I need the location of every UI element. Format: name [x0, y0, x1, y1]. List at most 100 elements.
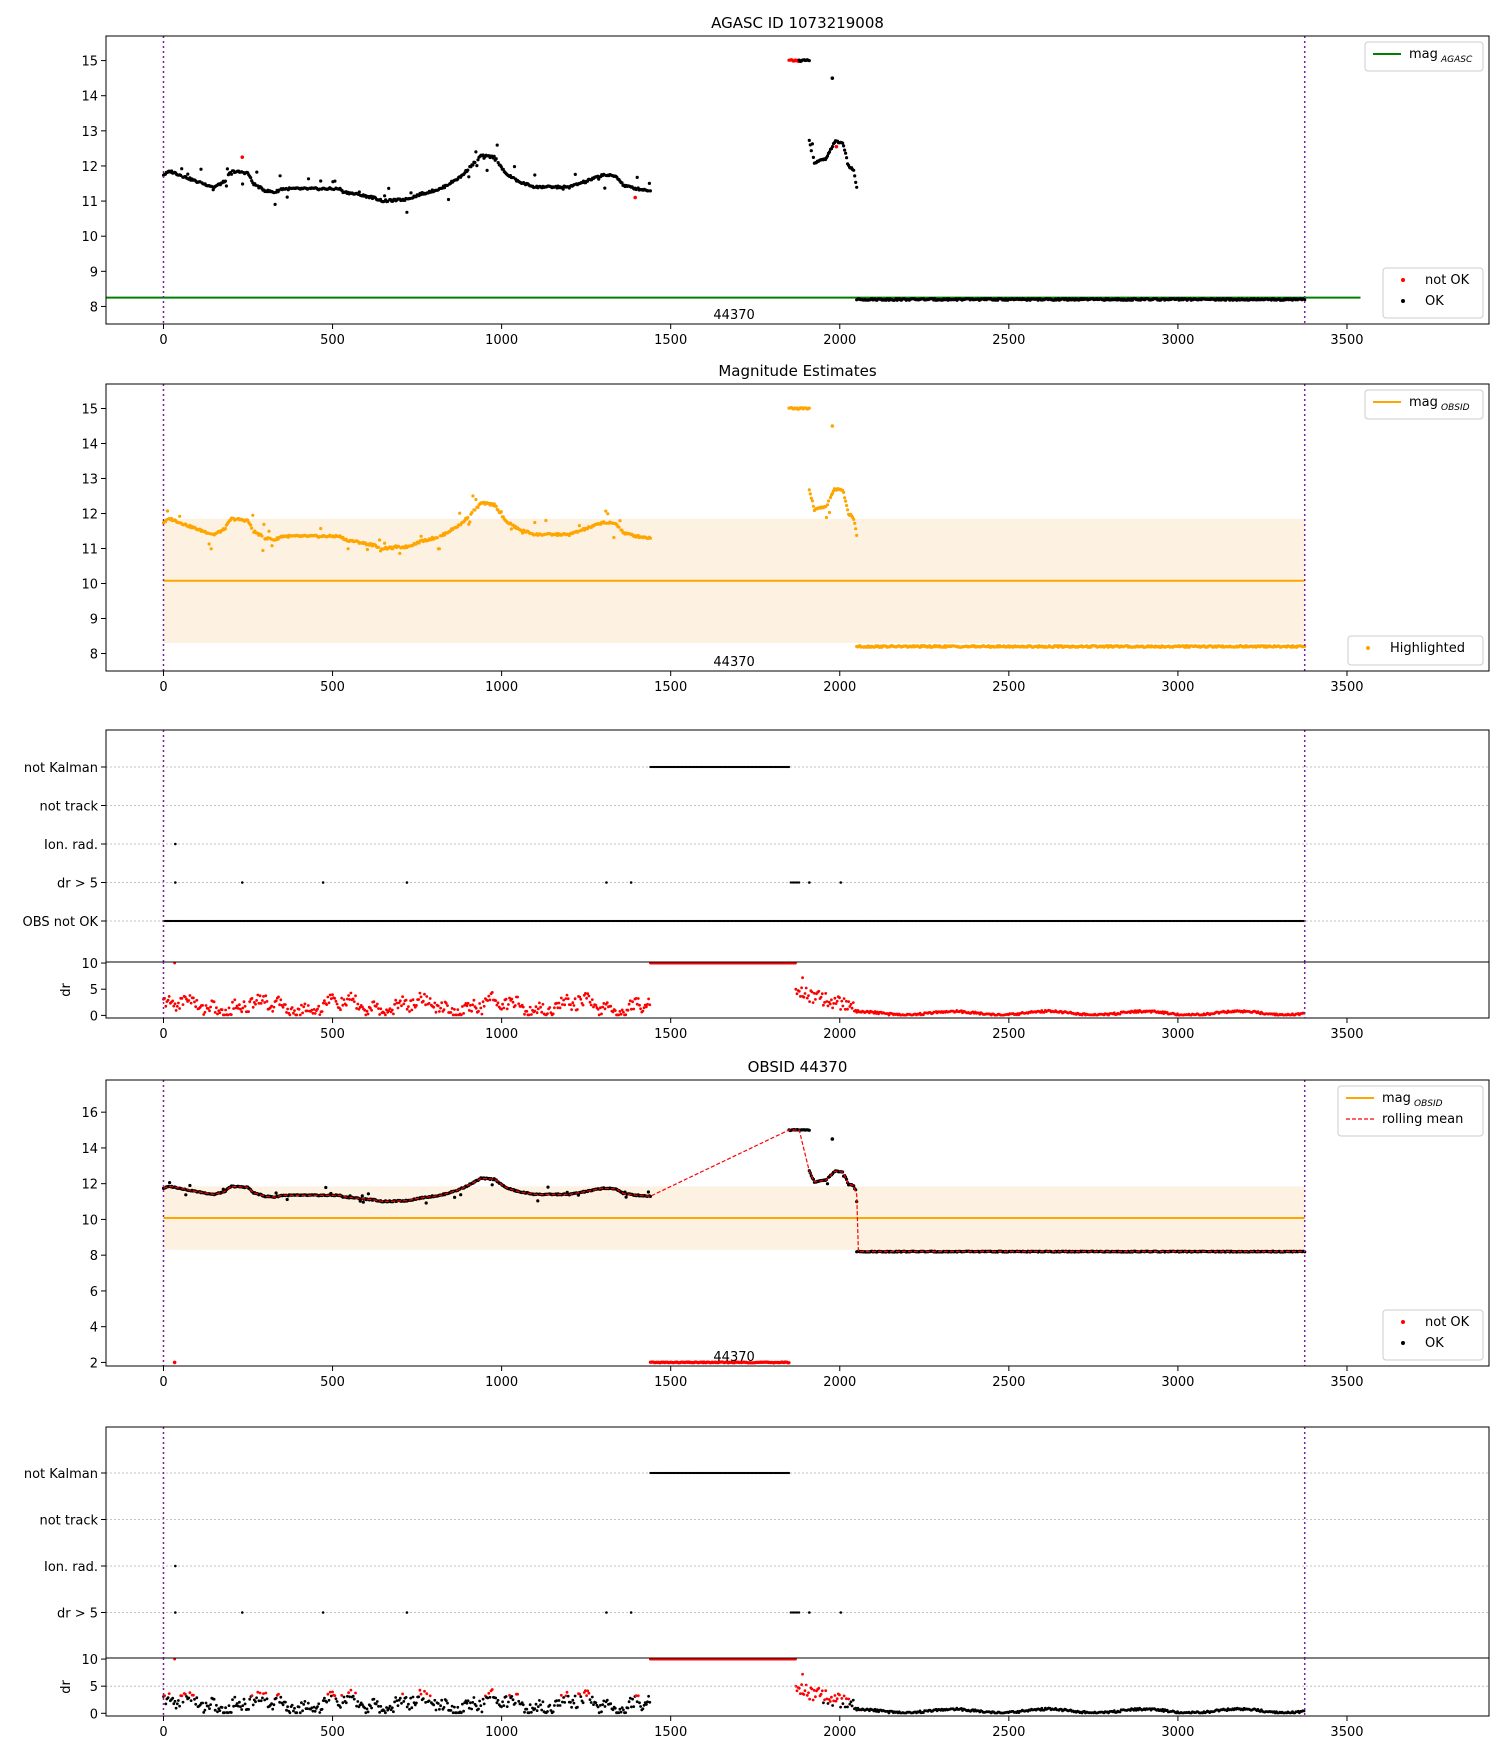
legend-label-sub: AGASC: [1440, 55, 1473, 65]
dr-point: [605, 1001, 609, 1004]
dr-point: [820, 992, 824, 996]
y-tick-label: 0: [90, 1009, 98, 1024]
data-point: [357, 190, 361, 194]
dr-point: [795, 992, 799, 996]
dr-point: [635, 1002, 639, 1006]
dr-point: [627, 1002, 631, 1006]
y-tick-label: 13: [81, 125, 98, 140]
dr-point: [801, 976, 804, 980]
flag-point: [839, 881, 843, 884]
dr-point: [538, 1001, 541, 1005]
dr-point: [384, 1013, 387, 1017]
dr-point: [620, 1008, 624, 1012]
dr-point: [534, 1005, 538, 1009]
data-point: [624, 1195, 628, 1199]
dr-point: [226, 1013, 230, 1017]
dr-point: [579, 997, 583, 1001]
dr-point: [202, 1013, 206, 1016]
dr-point: [325, 1003, 329, 1006]
dr-point: [236, 1007, 240, 1010]
dr-point: [427, 1002, 431, 1005]
flag-points: [162, 765, 1306, 923]
dr-point: [241, 1006, 245, 1010]
dr-point: [613, 1009, 617, 1012]
data-point: [267, 529, 271, 533]
dr-point: [548, 1006, 552, 1009]
dr-point: [603, 1007, 607, 1011]
flag-point: [605, 881, 608, 884]
data-point: [471, 163, 475, 167]
dr-point: [535, 1011, 539, 1015]
data-point: [492, 154, 496, 158]
dr-point: [377, 1007, 380, 1010]
dr-point: [415, 1004, 418, 1007]
data-point: [168, 1181, 172, 1185]
data-point: [508, 521, 512, 525]
dr-point: [394, 998, 398, 1002]
dr-point: [329, 997, 333, 1001]
dr-point: [409, 999, 413, 1003]
data-point: [852, 517, 856, 522]
dr-point: [831, 1006, 834, 1010]
dr-point: [847, 1000, 851, 1003]
dr-point: [270, 1004, 273, 1008]
dr-point: [617, 1013, 621, 1017]
dr-point: [316, 1007, 319, 1011]
dr-point: [842, 997, 846, 1000]
flag-point: [787, 765, 791, 769]
dr-point: [286, 1007, 289, 1011]
dr-point: [521, 1005, 525, 1009]
dr-point: [344, 1003, 348, 1007]
dr-point: [402, 1002, 406, 1006]
dr-point: [302, 1005, 306, 1009]
dr-point: [317, 1004, 321, 1008]
dr-point: [622, 1010, 625, 1014]
data-point: [467, 175, 471, 179]
dr-point: [243, 1004, 247, 1008]
data-point: [378, 538, 382, 542]
dr-point: [175, 1004, 179, 1008]
data-point: [458, 511, 462, 515]
dr-point: [224, 1008, 228, 1012]
legend-box: [1364, 389, 1484, 420]
dr-point: [572, 1004, 576, 1007]
dr-point: [505, 1007, 509, 1011]
data-point: [647, 181, 652, 185]
dr-point: [624, 1013, 628, 1017]
dr-point: [555, 1001, 559, 1005]
dr-point: [530, 1013, 533, 1016]
dr-point: [352, 1000, 356, 1003]
dr-point: [395, 1001, 399, 1005]
dr-point: [193, 1000, 196, 1004]
dr-point: [251, 1005, 255, 1009]
dr-point: [295, 1013, 299, 1017]
dr-point: [213, 1011, 217, 1014]
data-point: [808, 492, 812, 496]
dr-point: [351, 997, 355, 1001]
data-point: [824, 515, 829, 520]
x-tick-label: 1000: [485, 680, 518, 695]
data-point: [409, 191, 413, 195]
dr-point: [264, 994, 268, 998]
dr-point: [805, 996, 809, 1000]
data-point: [466, 168, 470, 172]
dr-point: [466, 1001, 470, 1005]
data-point: [546, 1185, 550, 1189]
data-point: [319, 179, 323, 183]
data-point: [825, 503, 830, 507]
data-point: [249, 523, 253, 527]
dr-point: [571, 1001, 575, 1005]
dr-point: [374, 1005, 378, 1008]
data-point: [419, 534, 423, 538]
data-point: [398, 551, 402, 556]
data-point: [476, 505, 480, 509]
data-point: [830, 491, 835, 495]
dr-point: [628, 999, 632, 1003]
legend-label-main: mag: [1409, 395, 1438, 410]
data-point: [606, 512, 610, 516]
dr-point: [292, 1011, 295, 1015]
dr-point: [331, 993, 334, 997]
legend-label: not OK: [1425, 273, 1470, 288]
dr-point: [320, 1010, 324, 1013]
